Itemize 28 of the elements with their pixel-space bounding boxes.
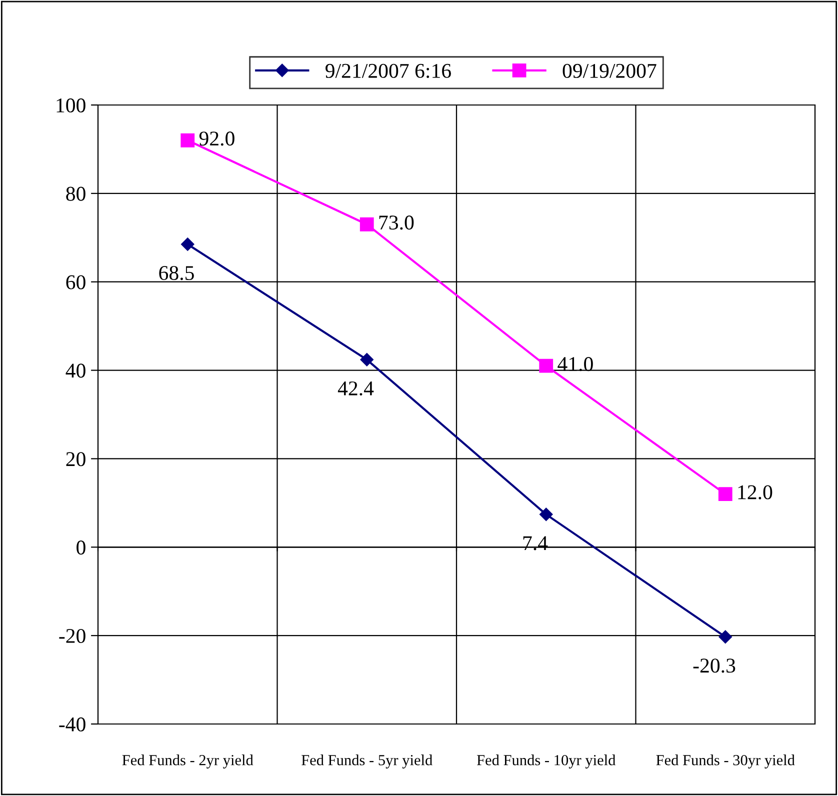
point	[180, 133, 195, 148]
data-label: 92.0	[199, 132, 234, 146]
y-tick-label: 60	[66, 275, 86, 290]
point	[718, 630, 732, 644]
y-tick-label: -20	[59, 628, 86, 644]
x-tick-label: Fed Funds - 30yr yield	[656, 754, 795, 768]
point	[181, 238, 194, 251]
x-tick-label: Fed Funds - 5yr yield	[302, 754, 432, 768]
data-label: 68.5	[159, 266, 194, 280]
y-tick-label: 100	[56, 98, 86, 112]
y-tick-label: -40	[59, 717, 86, 732]
data-label: -20.3	[693, 658, 736, 673]
y-tick-label: 20	[66, 452, 86, 466]
point	[539, 358, 554, 373]
x-tick-label: Fed Funds - 10yr yield	[476, 754, 616, 768]
x-tick-label: Fed Funds - 2yr yield	[122, 754, 254, 768]
point	[718, 487, 732, 502]
legend-label: 09/19/2007	[562, 64, 656, 78]
y-tick-label: 0	[76, 540, 86, 555]
data-label: 73.0	[379, 216, 414, 230]
point	[360, 353, 374, 366]
data-label: 12.0	[738, 485, 772, 500]
legend-label: 9/21/2007 6:16	[326, 64, 451, 78]
point	[540, 508, 553, 522]
y-tick-label: 40	[66, 364, 86, 378]
y-tick-label: 80	[66, 186, 86, 201]
point	[360, 217, 374, 232]
data-label: 42.4	[338, 381, 374, 396]
